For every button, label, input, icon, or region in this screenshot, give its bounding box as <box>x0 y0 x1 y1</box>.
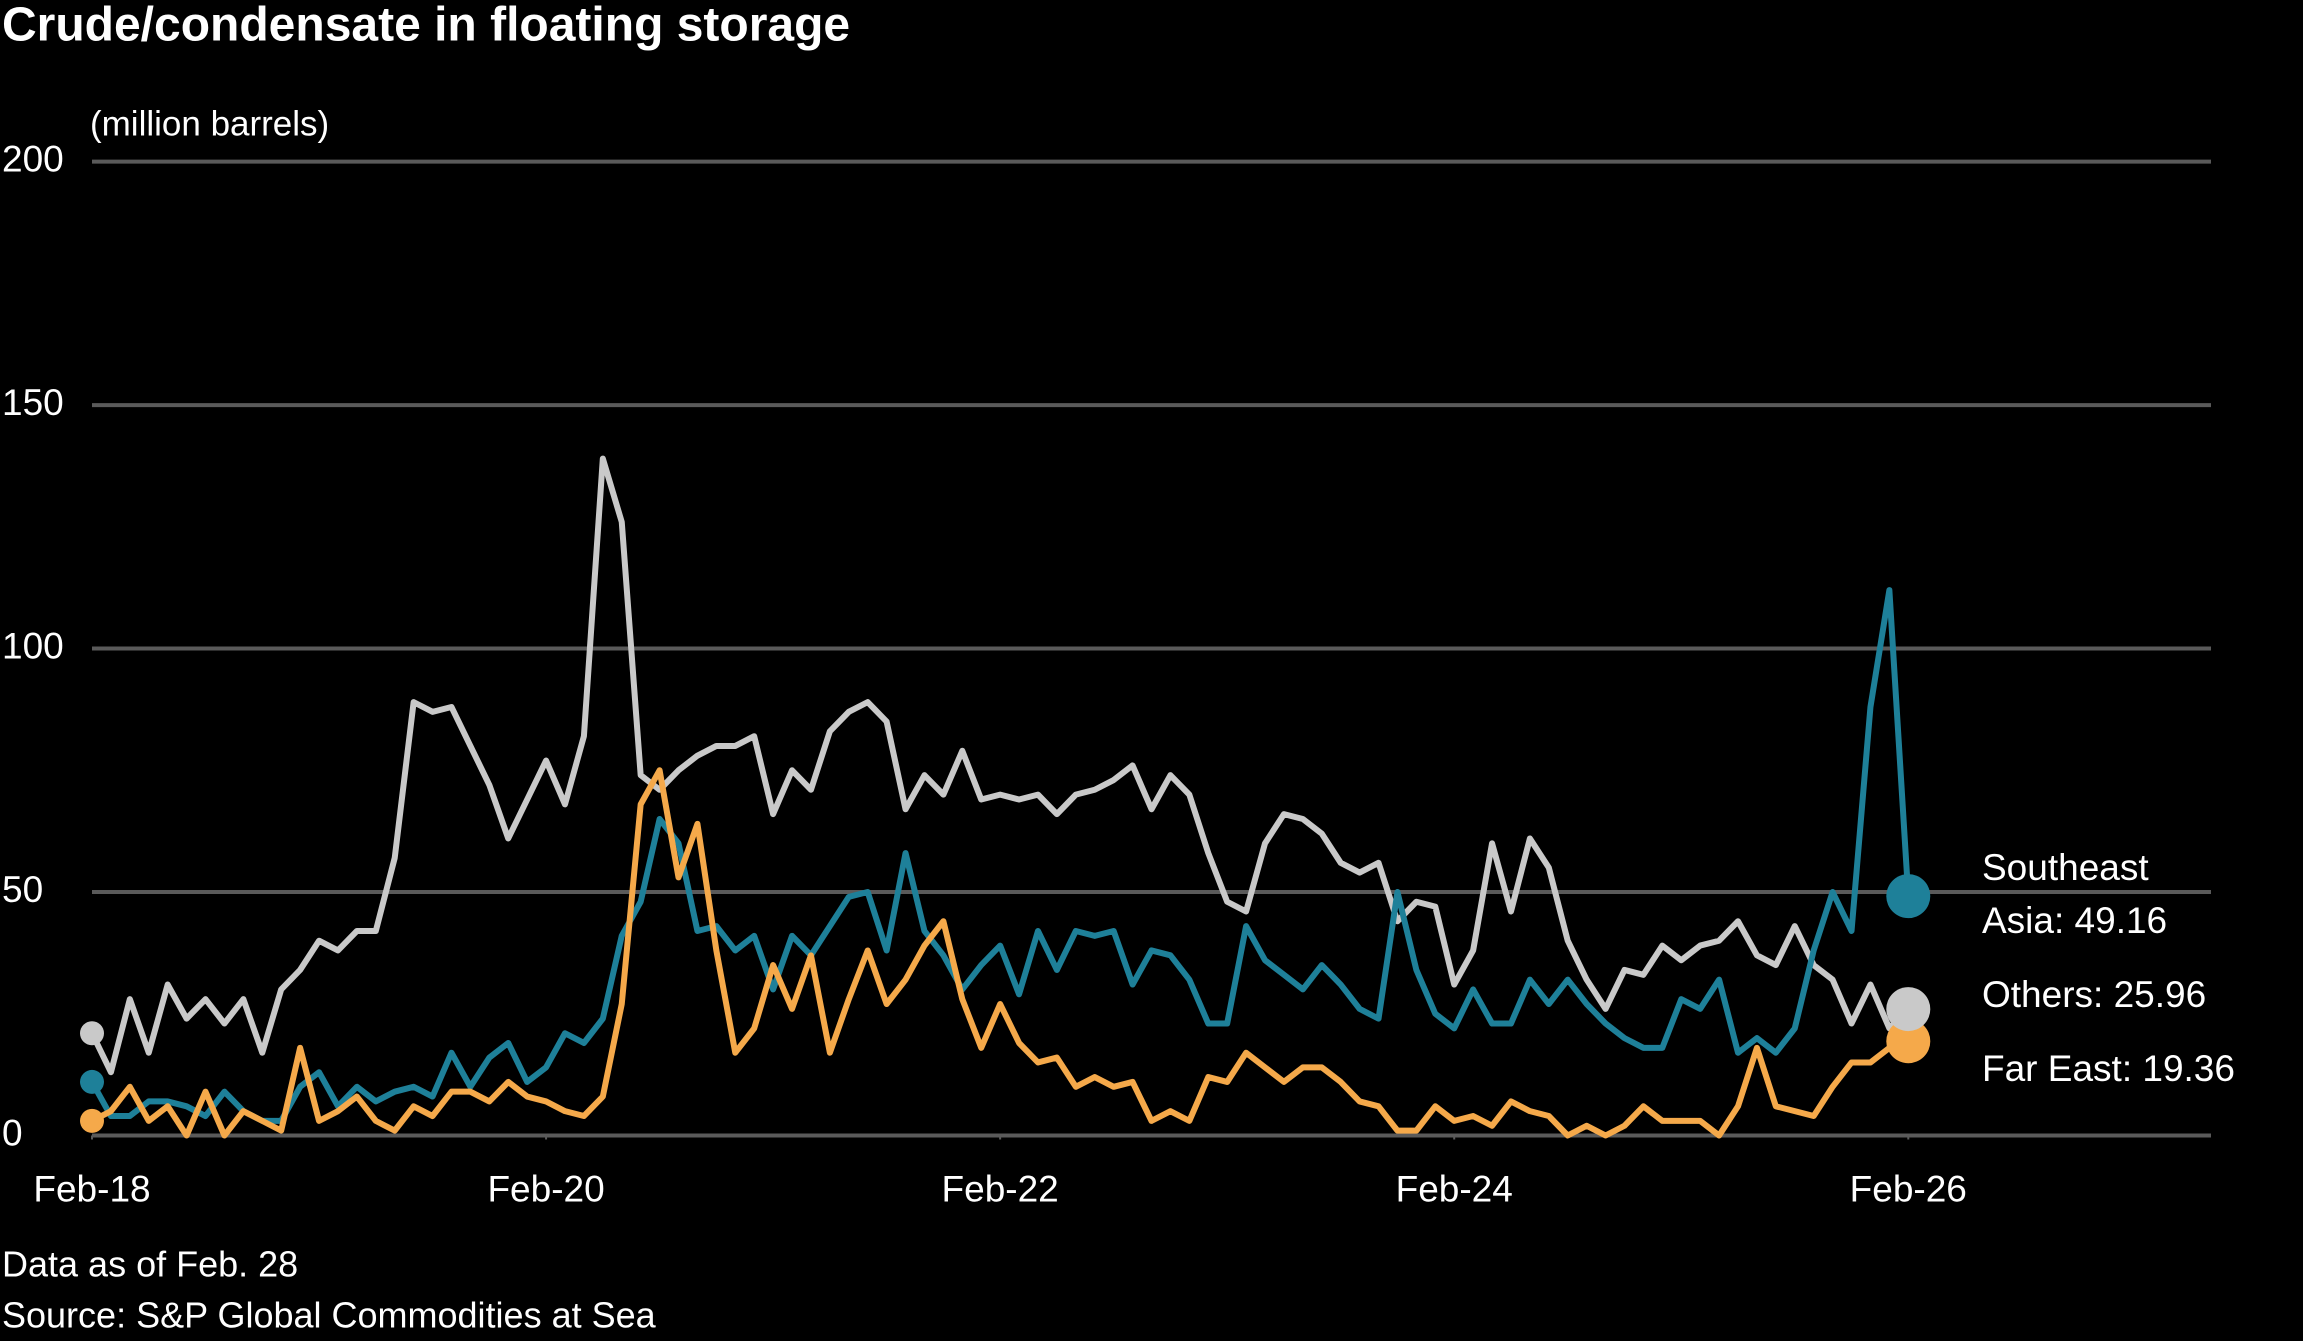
end-dot <box>1886 874 1931 919</box>
end-dot <box>1886 1019 1931 1064</box>
y-tick-label: 0 <box>2 1112 23 1153</box>
source: Source: S&P Global Commodities at Sea <box>2 1295 657 1336</box>
x-tick-label: Feb-26 <box>1850 1168 1967 1209</box>
x-tick-label: Feb-20 <box>487 1168 604 1209</box>
x-tick-label: Feb-24 <box>1396 1168 1513 1209</box>
axis-unit: (million barrels) <box>90 104 329 143</box>
series-line <box>89 587 1912 1124</box>
end-dot <box>1886 987 1931 1032</box>
y-tick-label: 100 <box>2 625 64 666</box>
end-label: Southeast Asia: 49.16 <box>1982 847 2167 941</box>
label-line: Asia: 49.16 <box>1982 900 2167 941</box>
chart-title: Crude/condensate in floating storage <box>2 0 850 52</box>
end-label: Others: 25.96 <box>1982 974 2206 1015</box>
x-tick-label: Feb-22 <box>942 1168 1059 1209</box>
y-tick-label: 200 <box>2 138 64 179</box>
series-line <box>90 767 1910 1139</box>
y-tick-label: 50 <box>2 869 43 910</box>
start-dot <box>80 1021 104 1046</box>
series-line <box>89 455 1911 1076</box>
y-tick-label: 150 <box>2 382 64 423</box>
label-line: Southeast <box>1982 847 2149 888</box>
start-dot <box>80 1069 104 1094</box>
start-dot <box>80 1108 104 1133</box>
x-tick-label: Feb-18 <box>33 1168 150 1209</box>
note: Data as of Feb. 28 <box>2 1244 298 1285</box>
end-label: Far East: 19.36 <box>1982 1048 2235 1089</box>
